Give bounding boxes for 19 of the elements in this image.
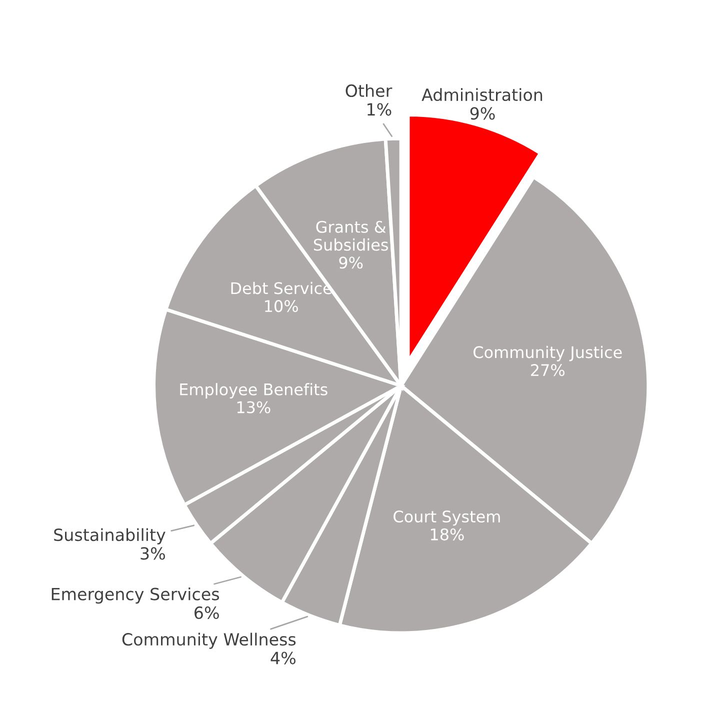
slice-label: Community Justice (474, 346, 622, 362)
slice-label: Community Wellness (122, 632, 296, 649)
data-label: 9% (339, 256, 363, 269)
data-label: 9% (470, 107, 495, 120)
slice-label: Administration (422, 88, 542, 102)
slice-label: Other (346, 84, 392, 98)
data-label: 27% (531, 364, 564, 376)
slice-label: Sustainability (54, 528, 166, 544)
data-label: 1% (368, 103, 392, 116)
data-label: 3% (140, 547, 165, 560)
slice-label: Emergency Services (52, 587, 220, 604)
slice-label: Court System (394, 510, 500, 526)
data-label: 4% (270, 652, 296, 664)
slice-label: Employee Benefits (180, 383, 328, 399)
data-label: 18% (430, 528, 464, 540)
data-label: 10% (265, 300, 298, 312)
slice-label: Grants & Subsidies (314, 220, 388, 251)
data-label: 6% (194, 606, 219, 620)
data-label: 13% (237, 401, 270, 414)
